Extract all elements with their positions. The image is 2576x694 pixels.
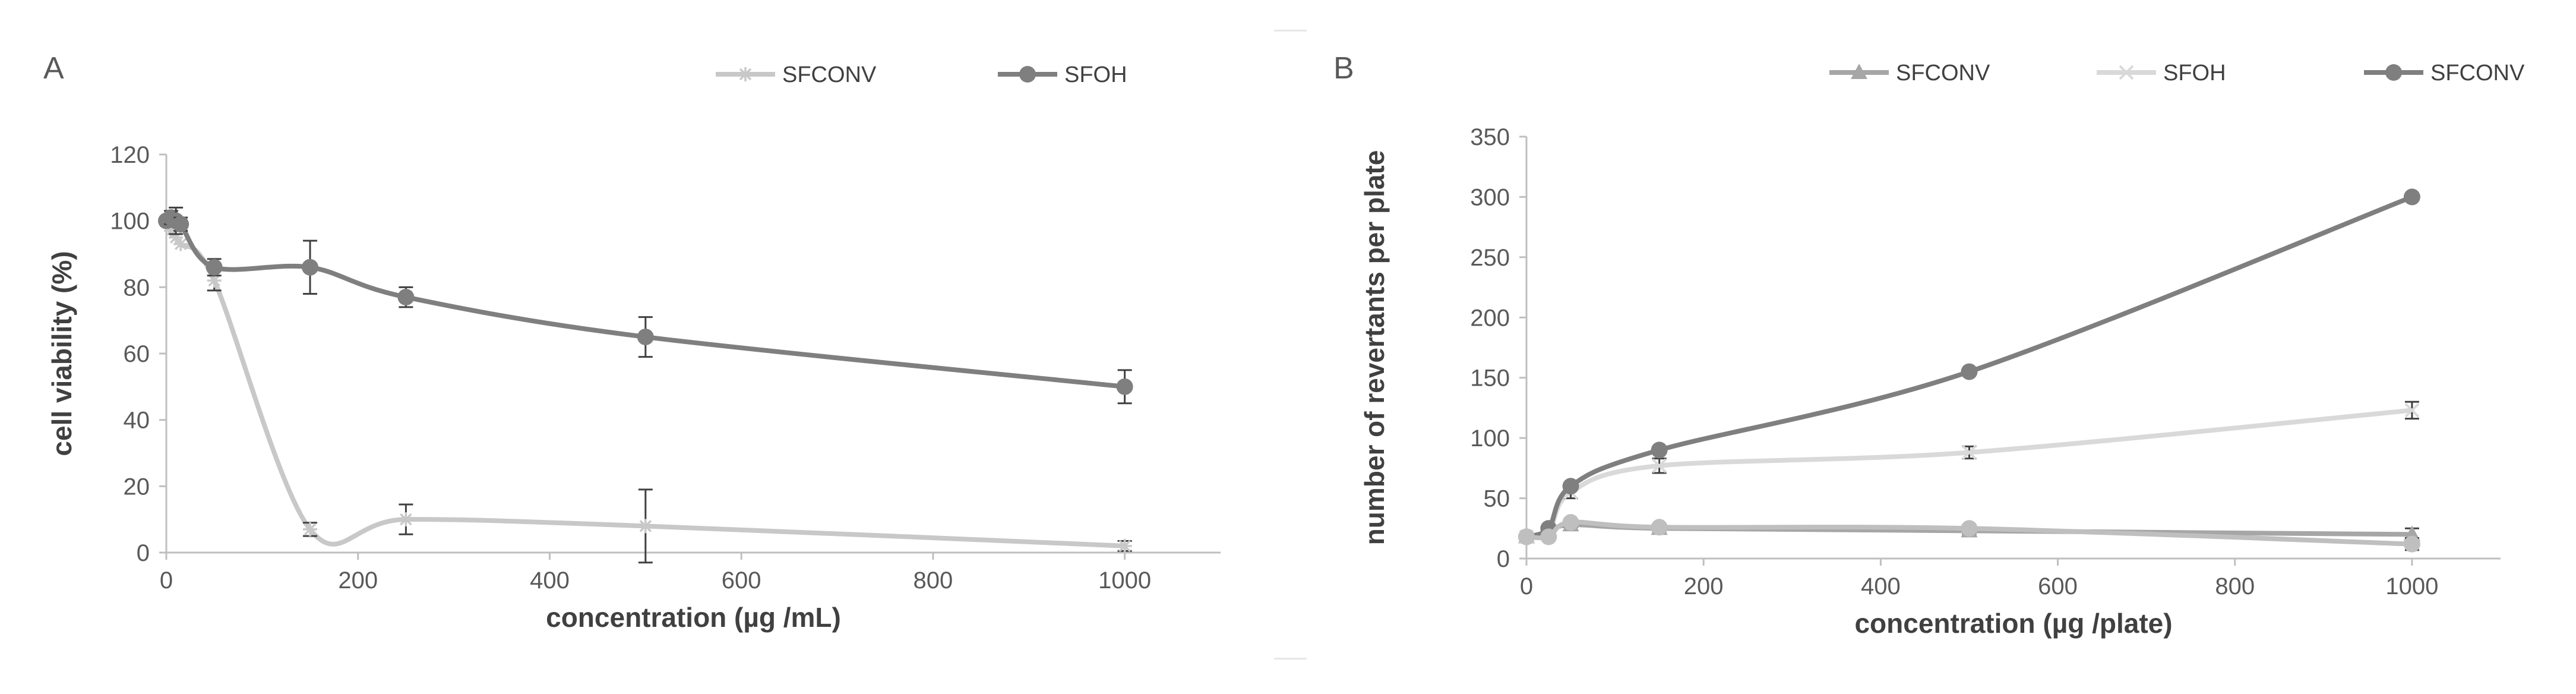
data-point	[302, 258, 319, 276]
data-point	[397, 289, 415, 306]
x-tick-label: 0	[160, 567, 173, 594]
legend-label: SFCONV	[2430, 61, 2525, 86]
series-line	[1525, 194, 2413, 540]
x-tick-label: 1000	[2385, 573, 2438, 600]
legend-marker	[1019, 66, 1036, 83]
y-tick-label: 300	[1470, 184, 1510, 210]
legend-marker	[1851, 64, 1867, 79]
data-point	[1961, 520, 1978, 537]
data-point	[1651, 519, 1668, 536]
legend-marker	[2119, 65, 2134, 80]
data-point	[1652, 458, 1667, 474]
y-axis-title: cell viability (%)	[46, 251, 77, 456]
chart-panel-b: B 0 200 400 600 800 1000 0 50 100 150 200 250 300 350 c…	[1307, 30, 2542, 660]
y-tick-label: 350	[1470, 124, 1510, 150]
series-2	[1518, 188, 2420, 545]
x-axis-title: concentration (µg /plate)	[1854, 608, 2172, 639]
legend-label: SFOH	[1064, 62, 1127, 87]
data-point	[206, 258, 223, 276]
x-axis-title: concentration (µg /mL)	[546, 602, 841, 633]
y-tick-label: 120	[110, 142, 150, 168]
legend-marker	[2385, 64, 2402, 81]
data-point	[1961, 363, 1978, 380]
y-tick-label: 60	[124, 341, 150, 367]
x-tick-label: 600	[2038, 573, 2078, 600]
x-tick-label: 600	[722, 567, 761, 594]
y-tick-label: 250	[1470, 245, 1510, 271]
data-point	[638, 519, 653, 534]
data-point	[172, 216, 189, 233]
data-point	[169, 230, 184, 245]
panel-letter: A	[43, 51, 64, 86]
y-axis-title: number of revertants per plate	[1359, 150, 1390, 545]
chart-b-svg: B 0 200 400 600 800 1000 0 50 100 150 200 250 300 350 c…	[1333, 51, 2525, 639]
data-point	[1117, 538, 1132, 553]
legend-label: SFCONV	[1896, 61, 1990, 86]
series-1	[158, 206, 1133, 405]
y-tick-label: 0	[137, 540, 150, 566]
series-line	[1526, 519, 2413, 547]
x-tick-label: 400	[530, 567, 570, 594]
y-tick-label: 100	[110, 209, 150, 235]
data-point	[2404, 403, 2420, 418]
data-point	[637, 329, 654, 346]
y-tick-label: 0	[1497, 546, 1510, 572]
chart-a-svg: A 0 200 400 600 800 1000 0 20 40 60 80 100 120 concent…	[43, 51, 1221, 633]
y-tick-label: 200	[1470, 305, 1510, 331]
y-tick-label: 150	[1470, 365, 1510, 392]
y-tick-label: 100	[1470, 425, 1510, 452]
data-point	[2403, 535, 2420, 553]
data-point	[1651, 441, 1668, 459]
data-point	[399, 512, 413, 527]
y-tick-label: 20	[124, 474, 150, 500]
y-tick-label: 50	[1484, 486, 1510, 512]
data-point	[1116, 378, 1133, 395]
legend-label: SFOH	[2163, 61, 2226, 86]
data-point	[303, 522, 318, 537]
data-point	[173, 236, 188, 251]
data-point	[1962, 445, 1977, 460]
y-tick-label: 40	[124, 408, 150, 434]
y-tick-label: 80	[124, 275, 150, 301]
x-tick-label: 1000	[1098, 567, 1151, 594]
data-point	[1562, 514, 1579, 531]
x-tick-label: 0	[1520, 573, 1533, 600]
x-tick-label: 800	[2215, 573, 2255, 600]
legend-marker	[738, 67, 753, 81]
data-point	[164, 223, 179, 238]
x-tick-label: 400	[1861, 573, 1901, 600]
x-tick-label: 200	[338, 567, 378, 594]
data-point	[207, 273, 222, 288]
panel-letter: B	[1333, 51, 1354, 86]
data-point	[1540, 528, 1557, 545]
legend-label: SFCONV	[782, 62, 877, 87]
x-tick-label: 200	[1684, 573, 1724, 600]
data-point	[1518, 528, 1535, 545]
series-3	[1518, 514, 2420, 553]
x-tick-label: 800	[914, 567, 953, 594]
data-point	[2403, 188, 2420, 206]
data-point	[1562, 478, 1579, 495]
chart-panel-a: A 0 200 400 600 800 1000 0 20 40 60 80 100 120 concent…	[33, 30, 1274, 660]
